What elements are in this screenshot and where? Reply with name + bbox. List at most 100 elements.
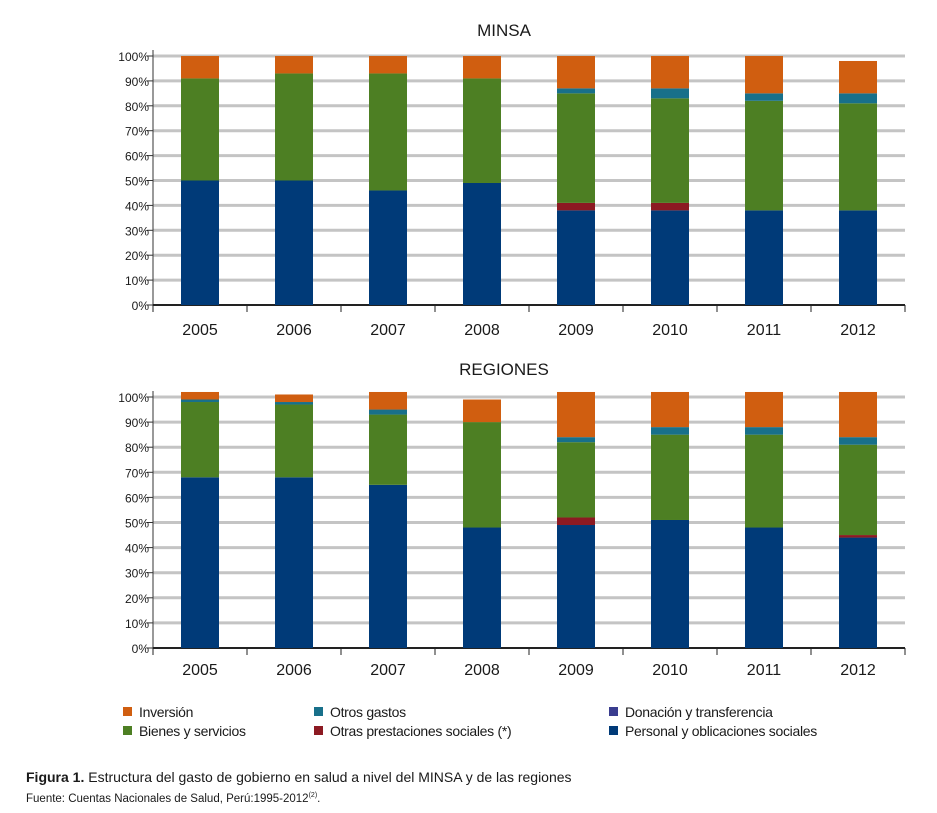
x-tick-label: 2005 xyxy=(182,662,218,679)
bar-2009-otras-prestaciones-sociales xyxy=(557,202,595,211)
x-tick-label: 2009 xyxy=(558,322,594,339)
x-tick-label: 2006 xyxy=(276,662,312,679)
y-tick-label: 20% xyxy=(125,249,149,263)
chart-title: MINSA xyxy=(477,21,532,40)
bar-2012-bienes-y-servicios xyxy=(839,444,877,536)
x-tick-label: 2012 xyxy=(840,662,876,679)
bar-2012-bienes-y-servicios xyxy=(839,103,877,211)
bar-2006-inversi-n xyxy=(275,56,313,74)
y-tick-label: 80% xyxy=(125,441,149,455)
legend-label: Otras prestaciones sociales (*) xyxy=(330,723,511,739)
bar-2007-bienes-y-servicios xyxy=(369,414,407,485)
y-tick-label: 10% xyxy=(125,617,149,631)
legend-swatch xyxy=(314,726,323,735)
bar-2010-otros-gastos xyxy=(651,427,689,435)
bar-2006-bienes-y-servicios xyxy=(275,73,313,181)
x-tick-label: 2007 xyxy=(370,322,406,339)
bar-2010-personal-y-oblicaciones-sociales xyxy=(651,210,689,305)
source-reference: (2) xyxy=(308,792,318,799)
caption-text: Estructura del gasto de gobierno en salu… xyxy=(88,769,572,785)
bar-2011-bienes-y-servicios xyxy=(745,434,783,528)
y-tick-label: 100% xyxy=(118,391,149,405)
x-tick-label: 2005 xyxy=(182,322,218,339)
bar-2011-otros-gastos xyxy=(745,93,783,101)
bar-2008-personal-y-oblicaciones-sociales xyxy=(463,527,501,648)
bar-2008-inversi-n xyxy=(463,56,501,79)
bar-2007-inversi-n xyxy=(369,391,407,410)
legend: Inversión Otros gastos Donación y transfer… xyxy=(123,704,818,739)
bar-2007-inversi-n xyxy=(369,56,407,74)
y-tick-label: 0% xyxy=(132,642,150,656)
y-tick-label: 10% xyxy=(125,274,149,288)
legend-swatch xyxy=(123,726,132,735)
bar-2009-bienes-y-servicios xyxy=(557,442,595,518)
bar-2009-inversi-n xyxy=(557,391,595,438)
bar-2005-bienes-y-servicios xyxy=(181,78,219,181)
bar-2009-otros-gastos xyxy=(557,437,595,443)
legend-label: Bienes y servicios xyxy=(139,723,246,739)
bar-2006-otros-gastos xyxy=(275,402,313,405)
figure-source: Fuente: Cuentas Nacionales de Salud, Per… xyxy=(26,789,906,806)
bar-2011-bienes-y-servicios xyxy=(745,100,783,211)
y-tick-label: 70% xyxy=(125,466,149,480)
bar-2008-personal-y-oblicaciones-sociales xyxy=(463,182,501,305)
bar-2012-inversi-n xyxy=(839,60,877,94)
bar-2007-bienes-y-servicios xyxy=(369,73,407,191)
bar-2009-otros-gastos xyxy=(557,88,595,94)
y-tick-label: 80% xyxy=(125,100,149,114)
bar-2005-inversi-n xyxy=(181,391,219,400)
bar-2010-inversi-n xyxy=(651,391,689,428)
y-tick-label: 100% xyxy=(118,50,149,64)
bar-2011-inversi-n xyxy=(745,391,783,428)
x-tick-label: 2007 xyxy=(370,662,406,679)
y-tick-label: 30% xyxy=(125,224,149,238)
y-tick-label: 90% xyxy=(125,75,149,89)
bar-2008-bienes-y-servicios xyxy=(463,78,501,183)
bar-2012-otros-gastos xyxy=(839,437,877,445)
bar-2006-bienes-y-servicios xyxy=(275,404,313,478)
legend-label: Donación y transferencia xyxy=(625,704,773,720)
legend-label: Otros gastos xyxy=(330,704,406,720)
bar-2012-otros-gastos xyxy=(839,93,877,104)
y-tick-label: 90% xyxy=(125,416,149,430)
bar-2009-personal-y-oblicaciones-sociales xyxy=(557,210,595,305)
caption-label: Figura 1. xyxy=(26,769,85,785)
y-tick-label: 60% xyxy=(125,491,149,505)
bar-2009-bienes-y-servicios xyxy=(557,93,595,203)
legend-swatch xyxy=(314,707,323,716)
bar-2007-personal-y-oblicaciones-sociales xyxy=(369,190,407,305)
y-tick-label: 40% xyxy=(125,542,149,556)
x-tick-label: 2010 xyxy=(652,662,688,679)
chart-panel-1: MINSA 0% 10% 20% 30% 40% 50% 60% 70% 80% 90% 100% 20… xyxy=(118,21,906,339)
y-tick-label: 60% xyxy=(125,150,149,164)
bar-2005-bienes-y-servicios xyxy=(181,402,219,478)
y-tick-label: 30% xyxy=(125,567,149,581)
bar-2012-inversi-n xyxy=(839,391,877,438)
x-tick-label: 2011 xyxy=(747,322,782,339)
x-tick-label: 2011 xyxy=(747,662,782,679)
y-tick-label: 20% xyxy=(125,592,149,606)
chart-title: REGIONES xyxy=(459,360,549,379)
bar-2008-bienes-y-servicios xyxy=(463,422,501,528)
bar-2012-personal-y-oblicaciones-sociales xyxy=(839,210,877,305)
bar-2006-personal-y-oblicaciones-sociales xyxy=(275,477,313,648)
x-tick-label: 2012 xyxy=(840,322,876,339)
bar-2012-personal-y-oblicaciones-sociales xyxy=(839,537,877,648)
x-tick-label: 2010 xyxy=(652,322,688,339)
bar-2011-personal-y-oblicaciones-sociales xyxy=(745,210,783,305)
bar-2006-personal-y-oblicaciones-sociales xyxy=(275,180,313,305)
bar-2011-otros-gastos xyxy=(745,427,783,435)
bar-2010-otros-gastos xyxy=(651,88,689,99)
y-tick-label: 50% xyxy=(125,517,149,531)
x-tick-label: 2008 xyxy=(464,322,500,339)
bar-2009-inversi-n xyxy=(557,56,595,89)
y-tick-label: 50% xyxy=(125,175,149,189)
bar-2010-bienes-y-servicios xyxy=(651,98,689,203)
y-tick-label: 0% xyxy=(132,299,150,313)
x-tick-label: 2006 xyxy=(276,322,312,339)
x-tick-label: 2008 xyxy=(464,662,500,679)
source-end: . xyxy=(317,792,321,805)
bar-2005-otros-gastos xyxy=(181,399,219,403)
bar-2008-inversi-n xyxy=(463,399,501,423)
